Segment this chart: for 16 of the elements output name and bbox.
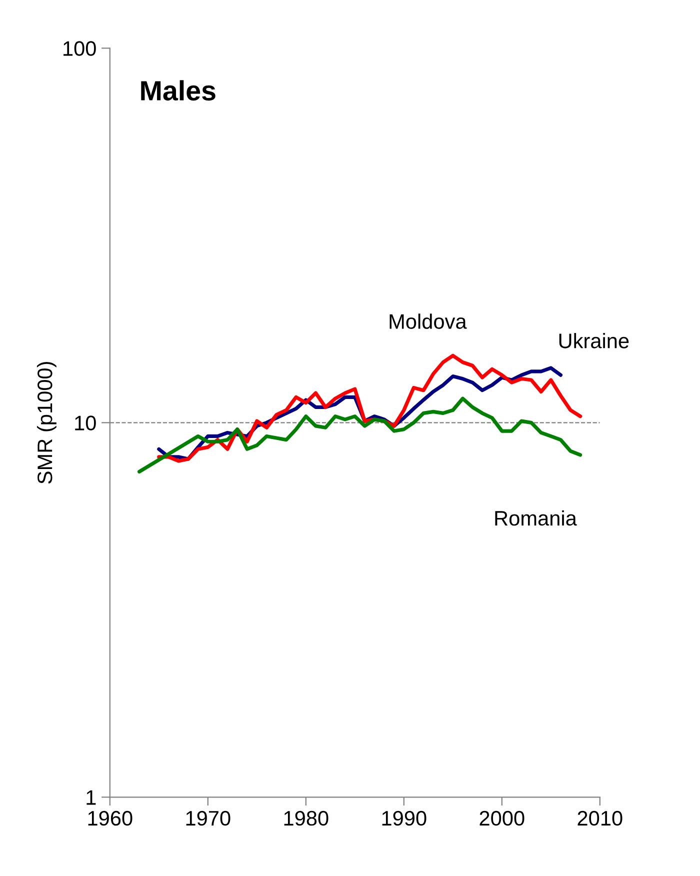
line-series (157, 354, 582, 463)
y-tick-label: 10 (75, 416, 96, 430)
text: Males (141, 80, 216, 101)
series-label: Moldova (390, 314, 467, 329)
y-tick-label: 100 (64, 41, 96, 56)
x-tick-label: 1960 (88, 810, 132, 826)
y-tick-label: 1 (86, 790, 96, 805)
x-tick-label: 2010 (578, 810, 622, 826)
series-label: Ukraine (559, 333, 629, 348)
text: Romania (495, 510, 577, 526)
x-tick-label: 2000 (480, 810, 524, 826)
x-tick-label: 1980 (284, 810, 328, 826)
y-axis-title: SMR (p1000) (36, 362, 56, 484)
x-tick-label: 1970 (186, 810, 230, 826)
x-tick-label: 1990 (382, 810, 426, 826)
line-series (137, 396, 582, 474)
